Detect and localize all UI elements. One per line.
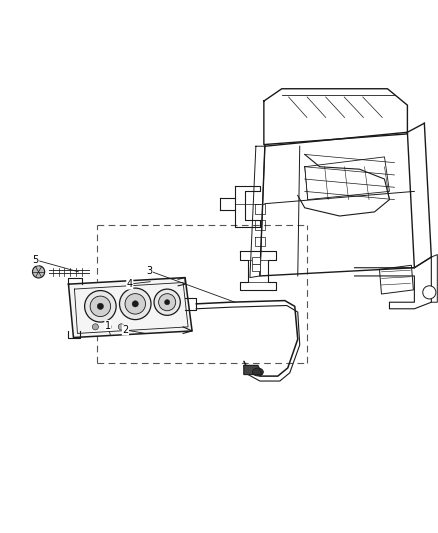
Circle shape bbox=[119, 288, 151, 320]
Polygon shape bbox=[244, 366, 261, 375]
Text: 3: 3 bbox=[146, 266, 152, 276]
Circle shape bbox=[97, 303, 103, 310]
Circle shape bbox=[164, 300, 170, 305]
Circle shape bbox=[92, 324, 98, 330]
Circle shape bbox=[85, 290, 116, 322]
Circle shape bbox=[132, 301, 138, 307]
Circle shape bbox=[154, 289, 180, 316]
Polygon shape bbox=[68, 278, 192, 337]
Circle shape bbox=[105, 324, 111, 330]
Text: 5: 5 bbox=[32, 255, 39, 265]
Bar bbox=[251, 264, 259, 271]
Text: 4: 4 bbox=[127, 279, 133, 289]
Circle shape bbox=[32, 266, 45, 278]
Bar bbox=[251, 257, 259, 264]
Circle shape bbox=[158, 294, 175, 311]
Circle shape bbox=[422, 286, 435, 299]
Ellipse shape bbox=[252, 368, 263, 376]
Circle shape bbox=[125, 294, 145, 314]
Text: 1: 1 bbox=[105, 320, 111, 330]
Circle shape bbox=[90, 296, 110, 317]
Circle shape bbox=[118, 324, 124, 330]
Text: 2: 2 bbox=[122, 325, 128, 335]
